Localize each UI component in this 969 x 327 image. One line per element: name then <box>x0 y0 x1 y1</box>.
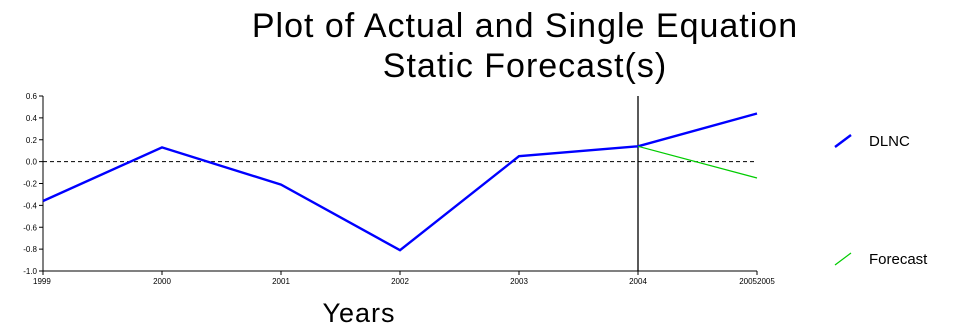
legend-label-forecast: Forecast <box>869 251 928 268</box>
y-tick-label: -0.2 <box>23 180 37 189</box>
x-tick-label: 2001 <box>272 277 290 286</box>
y-tick-label: 0.2 <box>26 136 38 145</box>
y-tick-label: -0.6 <box>23 223 37 232</box>
chart-title-line-1: Plot of Actual and Single Equation <box>251 7 799 45</box>
x-tick-label: 2004 <box>629 277 647 286</box>
reference-lines <box>43 96 757 271</box>
x-tick-label: 2002 <box>391 277 409 286</box>
legend-swatch-forecast <box>834 252 852 266</box>
series-line-forecast <box>637 145 758 179</box>
chart-title: Plot of Actual and Single Equation Stati… <box>0 6 969 86</box>
y-tick-label: -1.0 <box>23 267 37 276</box>
legend: DLNC Forecast <box>834 133 928 268</box>
x-axis-label: Years <box>322 298 395 327</box>
series-lines <box>42 112 758 252</box>
axes <box>39 95 758 275</box>
x-tick-label: 1999 <box>33 277 51 286</box>
y-tick-label: 0.6 <box>26 92 38 101</box>
series-line-dlnc <box>42 112 758 252</box>
y-tick-label: -0.4 <box>23 201 37 210</box>
x-tick-label: 2003 <box>510 277 528 286</box>
x-tick-label: 20052005 <box>739 277 775 286</box>
legend-label-dlnc: DLNC <box>869 133 910 150</box>
y-tick-label: 0.4 <box>26 114 38 123</box>
x-tick-label: 2000 <box>153 277 171 286</box>
y-tick-label: 0.0 <box>26 158 38 167</box>
legend-swatch-dlnc <box>834 134 852 148</box>
chart-title-line-2: Static Forecast(s) <box>382 47 668 85</box>
y-tick-label: -0.8 <box>23 245 37 254</box>
